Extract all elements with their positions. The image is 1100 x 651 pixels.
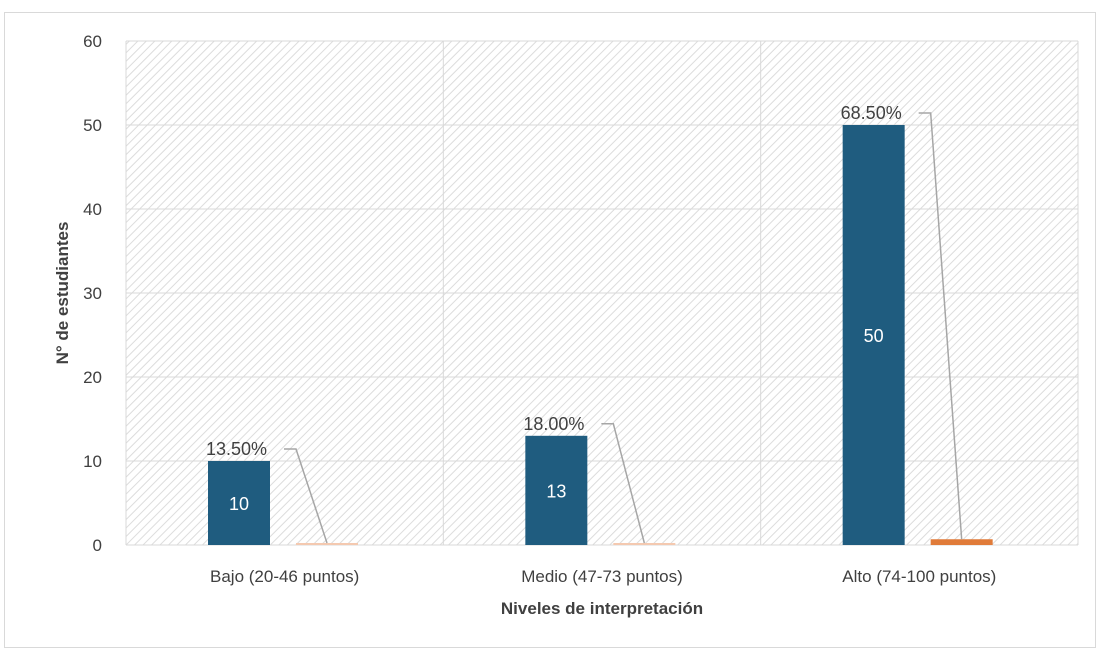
- y-tick-label: 20: [83, 368, 102, 387]
- y-tick-label: 30: [83, 284, 102, 303]
- bar-value-label: 10: [229, 494, 249, 514]
- data-labels: 10 13.50% 13 18.00% 50 68.50%: [206, 103, 902, 514]
- x-tick-label: Medio (47-73 puntos): [521, 567, 683, 586]
- y-axis-ticks: 0 10 20 30 40 50 60: [83, 32, 102, 555]
- percentage-label: 13.50%: [206, 439, 267, 459]
- y-tick-label: 50: [83, 116, 102, 135]
- bar-estudiantes: [842, 125, 905, 545]
- y-axis-title: N° de estudiantes: [53, 222, 72, 365]
- leader-line: [601, 423, 646, 544]
- bars: [208, 125, 993, 545]
- percentage-label: 18.00%: [523, 414, 584, 434]
- x-axis-ticks: Bajo (20-46 puntos) Medio (47-73 puntos) A…: [210, 567, 996, 586]
- percentage-label: 68.50%: [841, 103, 902, 123]
- leader-line: [284, 448, 328, 544]
- bar-value-label: 13: [546, 481, 566, 501]
- y-tick-label: 40: [83, 200, 102, 219]
- y-tick-label: 0: [93, 536, 102, 555]
- leader-line: [918, 112, 963, 540]
- bar-value-label: 50: [864, 326, 884, 346]
- bar-porcentaje: [296, 543, 358, 545]
- y-tick-label: 10: [83, 452, 102, 471]
- gridlines: [125, 40, 1079, 546]
- bar-porcentaje: [930, 539, 993, 545]
- y-tick-label: 60: [83, 32, 102, 51]
- bar-porcentaje: [613, 543, 676, 545]
- x-tick-label: Bajo (20-46 puntos): [210, 567, 359, 586]
- bar-estudiantes: [525, 435, 588, 545]
- leader-lines: [284, 112, 963, 544]
- bar-estudiantes: [208, 461, 270, 545]
- x-tick-label: Alto (74-100 puntos): [842, 567, 996, 586]
- x-axis-title: Niveles de interpretación: [501, 599, 703, 618]
